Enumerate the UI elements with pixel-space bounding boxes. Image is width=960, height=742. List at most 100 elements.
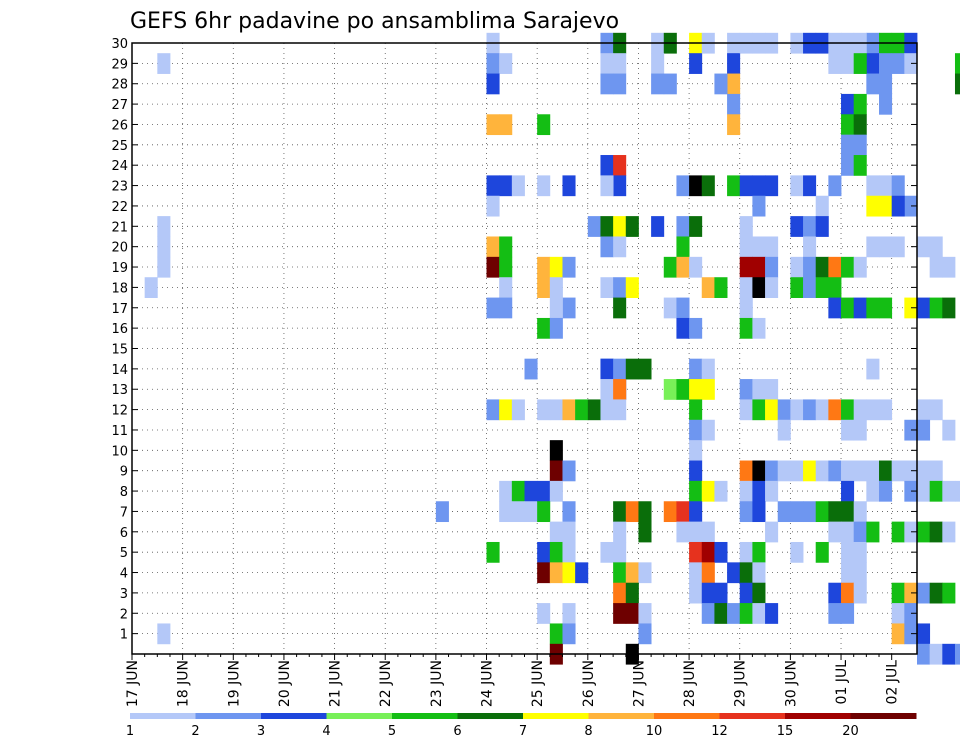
precip-cell <box>942 297 956 319</box>
precip-cell <box>625 562 639 584</box>
precip-cell <box>777 460 791 482</box>
precip-cell <box>752 562 766 584</box>
colorbar-swatch <box>457 713 524 719</box>
precip-cell <box>853 256 867 278</box>
y-tick-label: 9 <box>120 465 128 480</box>
precip-cell <box>714 541 728 563</box>
precip-cell <box>537 480 551 502</box>
precip-cell <box>841 93 855 115</box>
x-tick-label: 19 JUN <box>226 660 242 707</box>
precip-cell <box>651 216 665 237</box>
precip-cell <box>499 53 513 74</box>
precip-cell <box>841 541 855 563</box>
precip-cell <box>765 256 779 278</box>
precip-cell <box>499 256 513 278</box>
colorbar-label: 4 <box>322 724 330 739</box>
precip-cell <box>701 582 715 604</box>
precip-cell <box>954 643 960 665</box>
precip-cell <box>562 460 576 482</box>
precip-cell <box>841 399 855 421</box>
precip-cell <box>841 562 855 584</box>
precip-cell <box>929 399 943 421</box>
precip-cell <box>853 297 867 319</box>
colorbar-label: 12 <box>711 724 728 739</box>
x-tick-label: 30 JUN <box>783 660 799 707</box>
precip-cell <box>853 93 867 115</box>
x-tick-label: 20 JUN <box>277 660 293 707</box>
precip-cell <box>701 277 715 298</box>
precip-cell <box>828 603 842 624</box>
precip-cell <box>752 236 766 258</box>
precip-cell <box>815 399 829 421</box>
colorbar-label: 15 <box>777 724 794 739</box>
precip-cell <box>537 175 551 197</box>
precip-cell <box>752 175 766 197</box>
precip-cell <box>790 256 804 278</box>
precip-cell <box>739 582 753 604</box>
x-tick-label: 27 JUN <box>632 660 648 707</box>
precip-cell <box>537 277 551 298</box>
precip-cell <box>765 480 779 502</box>
precip-cell <box>765 603 779 624</box>
y-tick-label: 16 <box>111 322 128 337</box>
y-tick-label: 22 <box>111 200 128 215</box>
precip-cell <box>815 501 829 523</box>
precip-cell <box>524 501 538 523</box>
precip-cell <box>853 501 867 523</box>
precip-cell <box>954 480 960 502</box>
precip-cell <box>676 175 690 197</box>
precip-cell <box>904 460 918 482</box>
precip-cell <box>600 236 614 258</box>
precip-cell <box>929 480 943 502</box>
precip-cell <box>701 419 715 441</box>
y-tick-label: 19 <box>111 261 128 276</box>
precip-cell <box>689 562 703 584</box>
x-tick-label: 17 JUN <box>125 660 141 707</box>
precip-cell <box>689 256 703 278</box>
precip-cell <box>625 582 639 604</box>
precip-cell <box>157 623 171 645</box>
precip-cell <box>942 480 956 502</box>
precip-cell <box>486 297 500 319</box>
precip-cell <box>537 317 551 339</box>
colorbar-swatch <box>719 713 786 719</box>
precip-cell <box>486 175 500 197</box>
precip-cell <box>828 277 842 298</box>
precip-cell <box>828 256 842 278</box>
precip-cell <box>879 175 893 197</box>
y-tick-label: 30 <box>111 37 128 52</box>
y-tick-label: 21 <box>111 220 128 235</box>
precip-cell <box>499 297 513 319</box>
precip-cell <box>663 297 677 319</box>
precip-cell <box>853 562 867 584</box>
precip-cell <box>790 501 804 523</box>
precip-cell <box>752 501 766 523</box>
precip-cell <box>752 480 766 502</box>
colorbar-swatch <box>130 713 196 719</box>
precip-cell <box>929 297 943 319</box>
precip-cell <box>803 501 817 523</box>
precip-cell <box>562 623 576 645</box>
x-tick-label: 18 JUN <box>176 660 192 707</box>
precip-cell <box>803 399 817 421</box>
precip-cell <box>689 379 703 400</box>
y-tick-label: 2 <box>120 607 128 622</box>
precip-cell <box>499 480 513 502</box>
precip-cell <box>891 603 905 624</box>
precip-cell <box>562 562 576 584</box>
y-tick-label: 1 <box>120 628 128 643</box>
precip-cell <box>879 195 893 217</box>
x-tick-label: 21 JUN <box>328 660 344 707</box>
precip-cell <box>904 419 918 441</box>
precip-cell <box>714 277 728 298</box>
precip-cell <box>879 480 893 502</box>
precip-cell <box>549 562 563 584</box>
precip-cell <box>613 399 627 421</box>
precip-cell <box>676 379 690 400</box>
precip-cell <box>613 73 627 95</box>
y-tick-label: 26 <box>111 118 128 133</box>
y-tick-label: 20 <box>111 241 128 256</box>
precip-cell <box>790 541 804 563</box>
precip-cell <box>803 277 817 298</box>
precip-cell <box>765 236 779 258</box>
